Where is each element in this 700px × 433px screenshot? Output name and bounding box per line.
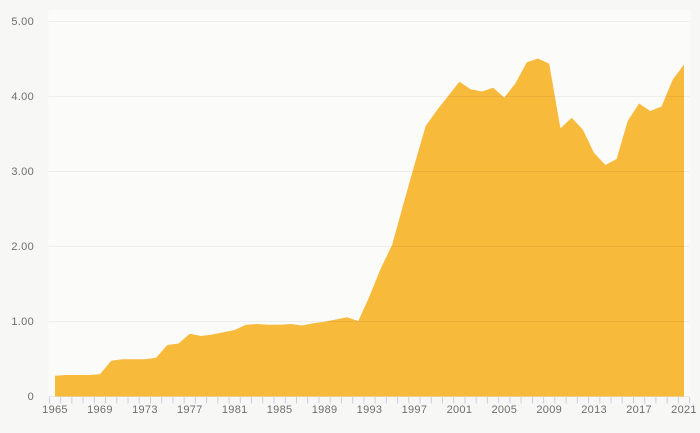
x-axis-label: 1977 [177, 404, 203, 416]
x-axis-label: 1993 [357, 404, 383, 416]
x-axis-label: 2009 [536, 404, 562, 416]
x-axis-label: 1965 [42, 404, 68, 416]
y-axis-label: 2.00 [11, 241, 34, 253]
area-series [55, 58, 684, 397]
x-axis-label: 2001 [447, 404, 473, 416]
x-axis-label: 2021 [671, 404, 697, 416]
x-axis-label: 1973 [132, 404, 158, 416]
y-axis-label: 0 [28, 391, 34, 403]
y-axis-label: 5.00 [11, 16, 34, 28]
x-axis-label: 2013 [581, 404, 607, 416]
x-axis-label: 1981 [222, 404, 248, 416]
x-axis-label: 2017 [626, 404, 652, 416]
x-axis-label: 2005 [491, 404, 517, 416]
y-axis-label: 4.00 [11, 91, 34, 103]
x-axis-label: 1969 [87, 404, 113, 416]
x-axis-label: 1997 [402, 404, 428, 416]
x-axis-label: 1989 [312, 404, 338, 416]
y-axis-label: 1.00 [11, 316, 34, 328]
y-axis-label: 3.00 [11, 166, 34, 178]
x-axis-label: 1985 [267, 404, 293, 416]
